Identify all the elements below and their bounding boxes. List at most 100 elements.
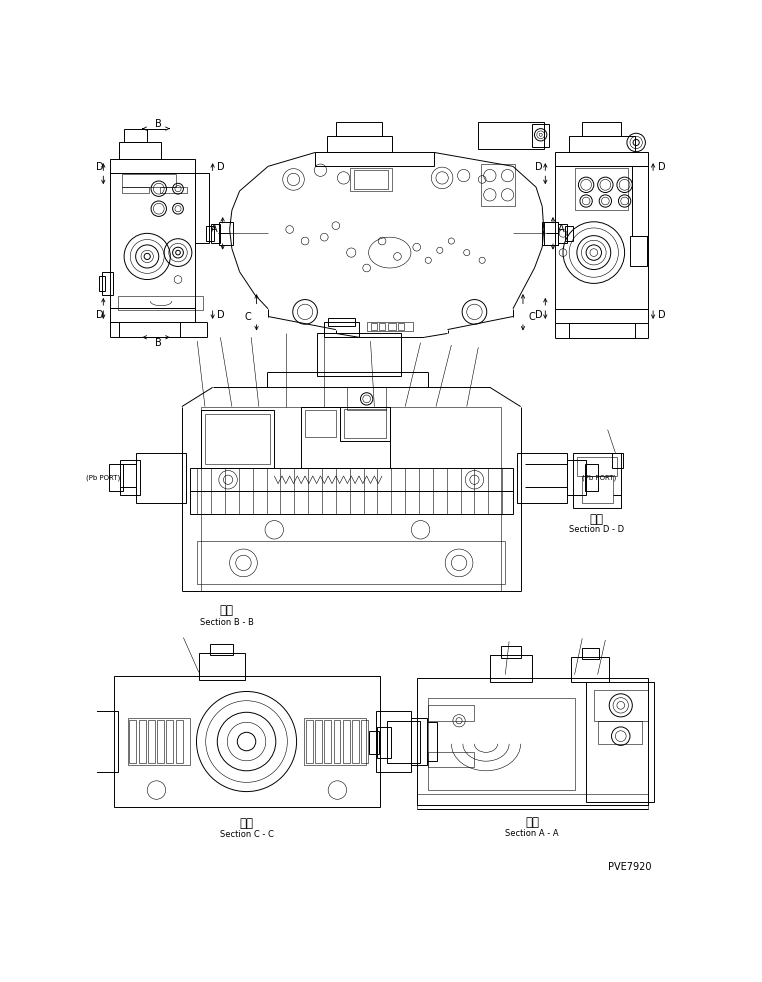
Bar (128, 719, 190, 765)
Bar (130, 720, 136, 763)
Text: A: A (558, 225, 564, 235)
Bar (325, 720, 331, 763)
Text: D: D (216, 162, 224, 172)
Bar (543, 222, 558, 245)
Bar (569, 136, 635, 152)
Bar (340, 407, 389, 441)
Bar (565, 226, 573, 241)
Bar (205, 414, 271, 464)
Bar (315, 152, 434, 166)
Bar (190, 491, 513, 515)
Bar (69, 719, 86, 765)
Bar (114, 676, 379, 807)
Text: D: D (97, 162, 104, 172)
Bar (110, 173, 195, 308)
Bar (176, 720, 183, 763)
Bar (594, 690, 648, 721)
Bar (376, 711, 411, 772)
Bar (110, 159, 195, 173)
Bar (110, 308, 195, 322)
Bar (210, 644, 233, 655)
Bar (490, 655, 532, 682)
Bar (120, 461, 139, 495)
Bar (305, 410, 336, 437)
Bar (347, 387, 386, 410)
Bar (124, 129, 147, 142)
Bar (427, 723, 437, 761)
Text: D: D (97, 310, 104, 320)
Bar (325, 322, 359, 337)
Bar (558, 224, 567, 243)
Bar (586, 682, 654, 801)
Text: Section D - D: Section D - D (569, 525, 624, 534)
Bar (122, 188, 149, 193)
Bar (304, 719, 366, 765)
Bar (195, 173, 209, 243)
Bar (157, 720, 164, 763)
Text: B: B (155, 119, 162, 129)
Text: D: D (535, 162, 543, 172)
Text: (Pb PORT): (Pb PORT) (582, 475, 616, 481)
Bar (301, 407, 389, 468)
Bar (417, 679, 648, 805)
Text: D: D (658, 162, 665, 172)
Bar (83, 711, 118, 772)
Bar (100, 276, 105, 291)
Bar (573, 453, 621, 509)
Bar (517, 453, 567, 503)
Text: PVE7920: PVE7920 (608, 862, 652, 872)
Bar (344, 409, 386, 438)
Bar (575, 168, 629, 210)
Bar (306, 720, 312, 763)
Bar (352, 720, 359, 763)
Bar (343, 720, 350, 763)
Bar (119, 322, 181, 337)
Bar (211, 224, 220, 243)
Bar (555, 308, 648, 323)
Bar (388, 323, 396, 330)
Bar (190, 468, 513, 491)
Text: A: A (211, 225, 218, 235)
Text: 断面: 断面 (590, 514, 604, 526)
Bar (207, 226, 214, 241)
Bar (582, 476, 613, 503)
Bar (428, 697, 575, 791)
Text: 断面: 断面 (525, 816, 539, 829)
Bar (118, 297, 203, 310)
Bar (584, 464, 598, 491)
Bar (327, 136, 392, 152)
Bar (361, 720, 368, 763)
Text: D: D (216, 310, 224, 320)
Bar (136, 453, 186, 503)
Text: Section C - C: Section C - C (219, 830, 274, 840)
Bar (567, 461, 586, 495)
Bar (197, 541, 505, 583)
Bar (376, 727, 390, 758)
Text: 断面: 断面 (219, 604, 233, 617)
Bar (109, 464, 123, 491)
Text: (Pb PORT): (Pb PORT) (86, 475, 120, 481)
Bar (481, 164, 515, 206)
Bar (411, 719, 427, 765)
Bar (148, 720, 155, 763)
Bar (369, 731, 379, 754)
Text: D: D (535, 310, 543, 320)
Bar (367, 322, 413, 331)
Bar (612, 453, 623, 468)
Bar (199, 653, 245, 680)
Text: Section B - B: Section B - B (200, 618, 254, 627)
Bar (122, 174, 176, 188)
Bar (632, 166, 648, 236)
Bar (571, 657, 609, 682)
Bar (417, 793, 648, 809)
Bar (532, 124, 549, 147)
Bar (354, 170, 388, 189)
Bar (370, 323, 376, 330)
Bar (428, 751, 475, 767)
Bar (399, 323, 405, 330)
Bar (630, 236, 647, 266)
Bar (428, 705, 475, 721)
Bar (316, 334, 402, 376)
Bar (328, 318, 355, 326)
Bar (597, 721, 642, 743)
